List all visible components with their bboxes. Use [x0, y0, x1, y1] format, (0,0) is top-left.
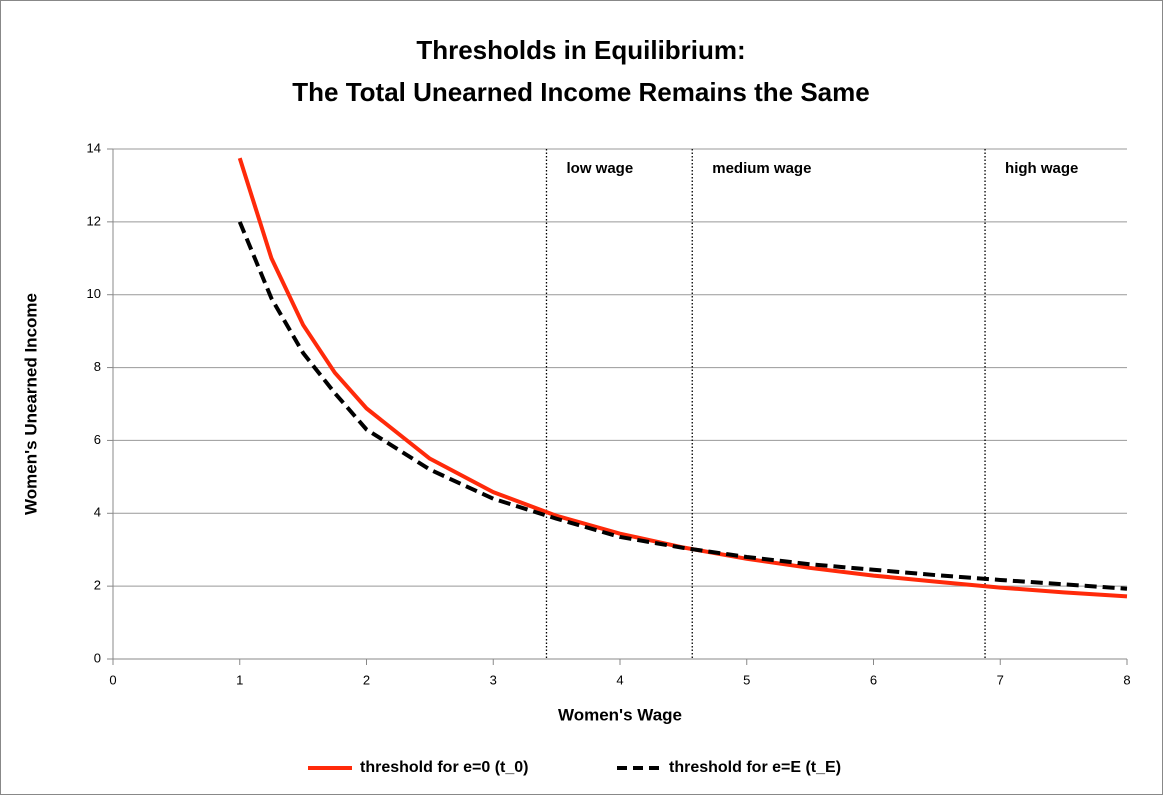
y-tick-label: 0 — [94, 650, 101, 665]
region-label: medium wage — [712, 160, 811, 177]
y-tick-label: 10 — [87, 286, 101, 301]
x-tick-label: 8 — [1123, 672, 1130, 687]
chart-title: The Total Unearned Income Remains the Sa… — [292, 77, 869, 107]
region-label: low wage — [566, 160, 633, 177]
y-tick-label: 8 — [94, 359, 101, 374]
x-tick-label: 1 — [236, 672, 243, 687]
x-tick-label: 5 — [743, 672, 750, 687]
y-tick-label: 6 — [94, 432, 101, 447]
line-series — [237, 221, 1128, 591]
x-tick-label: 3 — [490, 672, 497, 687]
y-tick-label: 4 — [94, 505, 101, 520]
x-tick-label: 0 — [109, 672, 116, 687]
y-tick-label: 2 — [94, 578, 101, 593]
legend-label: threshold for e=0 (t_0) — [360, 759, 528, 776]
legend-label: threshold for e=E (t_E) — [669, 759, 841, 776]
y-axis-label: Women's Unearned Income — [21, 293, 40, 515]
x-tick-label: 6 — [870, 672, 877, 687]
x-tick-label: 2 — [363, 672, 370, 687]
line-series — [237, 157, 1128, 599]
x-axis-label: Women's Wage — [558, 705, 682, 724]
y-tick-label: 14 — [87, 140, 101, 155]
x-tick-label: 7 — [997, 672, 1004, 687]
x-tick-label: 4 — [616, 672, 623, 687]
y-tick-label: 12 — [87, 213, 101, 228]
chart-title: Thresholds in Equilibrium: — [416, 35, 745, 65]
region-label: high wage — [1005, 160, 1078, 177]
